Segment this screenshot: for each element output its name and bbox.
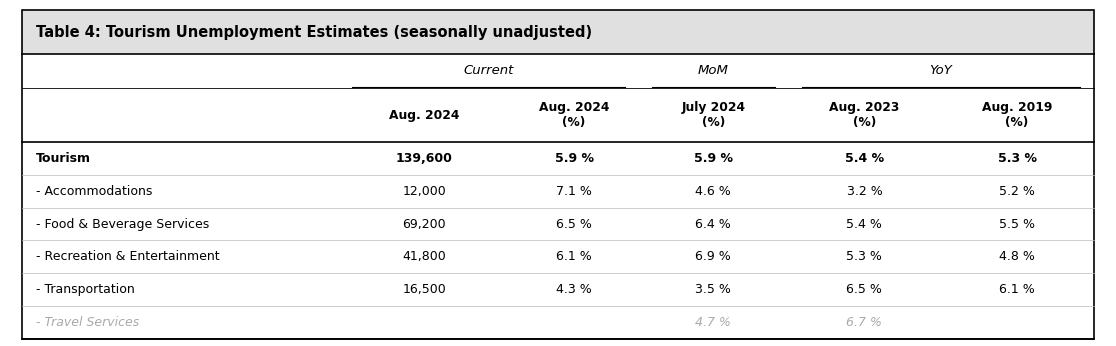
Text: 4.6 %: 4.6 % <box>695 185 731 198</box>
Text: 5.9 %: 5.9 % <box>694 152 733 165</box>
Text: 41,800: 41,800 <box>402 251 446 263</box>
Text: 16,500: 16,500 <box>402 283 446 296</box>
Text: 7.1 %: 7.1 % <box>556 185 591 198</box>
Text: 6.7 %: 6.7 % <box>846 316 883 329</box>
Text: 5.4 %: 5.4 % <box>845 152 884 165</box>
Text: Tourism: Tourism <box>36 152 90 165</box>
Text: - Recreation & Entertainment: - Recreation & Entertainment <box>36 251 220 263</box>
Text: Current: Current <box>463 64 513 78</box>
Text: Table 4: Tourism Unemployment Estimates (seasonally unadjusted): Table 4: Tourism Unemployment Estimates … <box>36 25 591 39</box>
Text: Aug. 2024: Aug. 2024 <box>388 109 460 121</box>
Text: 6.1 %: 6.1 % <box>556 251 591 263</box>
Text: 6.5 %: 6.5 % <box>846 283 883 296</box>
Text: 6.9 %: 6.9 % <box>695 251 731 263</box>
Text: 5.2 %: 5.2 % <box>999 185 1035 198</box>
Text: - Travel Services: - Travel Services <box>36 316 140 329</box>
Text: - Accommodations: - Accommodations <box>36 185 152 198</box>
Text: 5.5 %: 5.5 % <box>999 218 1035 230</box>
Text: - Transportation: - Transportation <box>36 283 134 296</box>
Text: YoY: YoY <box>930 64 952 78</box>
Text: 4.3 %: 4.3 % <box>556 283 591 296</box>
Text: - Food & Beverage Services: - Food & Beverage Services <box>36 218 209 230</box>
Text: 3.5 %: 3.5 % <box>695 283 731 296</box>
Text: 4.7 %: 4.7 % <box>695 316 731 329</box>
Text: 12,000: 12,000 <box>402 185 446 198</box>
Text: 139,600: 139,600 <box>396 152 452 165</box>
Text: Aug. 2019
(%): Aug. 2019 (%) <box>982 101 1052 129</box>
Text: 69,200: 69,200 <box>402 218 446 230</box>
Text: July 2024
(%): July 2024 (%) <box>682 101 745 129</box>
Text: 5.9 %: 5.9 % <box>555 152 594 165</box>
Bar <box>22 10 1094 54</box>
Text: 6.1 %: 6.1 % <box>999 283 1035 296</box>
Text: 4.8 %: 4.8 % <box>999 251 1035 263</box>
Text: 3.2 %: 3.2 % <box>847 185 883 198</box>
Text: Aug. 2024
(%): Aug. 2024 (%) <box>539 101 609 129</box>
Text: 5.3 %: 5.3 % <box>998 152 1037 165</box>
Text: MoM: MoM <box>698 64 729 78</box>
Text: 5.4 %: 5.4 % <box>846 218 883 230</box>
Text: 6.4 %: 6.4 % <box>695 218 731 230</box>
Text: Aug. 2023
(%): Aug. 2023 (%) <box>829 101 899 129</box>
Text: 5.3 %: 5.3 % <box>846 251 883 263</box>
Text: 6.5 %: 6.5 % <box>556 218 591 230</box>
